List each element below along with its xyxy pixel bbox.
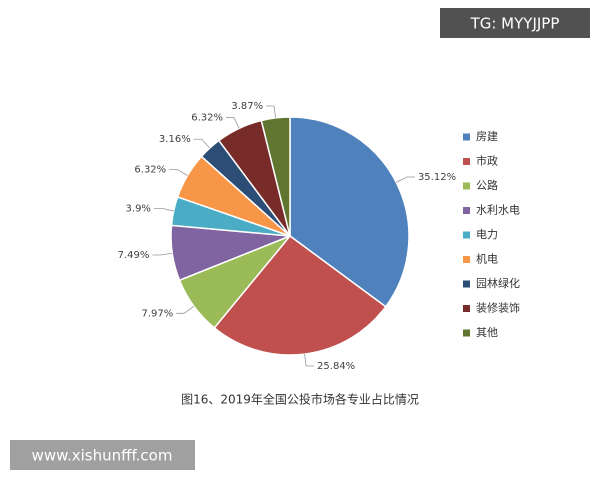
- legend-label: 房建: [476, 129, 498, 143]
- legend-swatch: [463, 231, 470, 239]
- legend-label: 水利水电: [476, 204, 520, 217]
- data-label: 7.49%: [118, 250, 150, 261]
- data-label: 6.32%: [134, 164, 166, 175]
- data-label: 25.84%: [317, 361, 355, 372]
- legend-swatch: [463, 207, 470, 214]
- leader-line: [304, 354, 315, 367]
- pie-slice: [289, 116, 410, 308]
- legend-swatch: [463, 158, 470, 165]
- legend-swatch: [463, 305, 470, 312]
- legend-label: 装修装饰: [476, 301, 520, 315]
- legend-swatch: [463, 329, 470, 337]
- leader-line: [169, 168, 188, 176]
- leader-line: [176, 305, 195, 314]
- leader-line: [266, 105, 276, 118]
- data-label: 3.16%: [159, 134, 191, 145]
- watermark-box: [440, 8, 590, 38]
- watermark-box: [10, 440, 195, 470]
- leader-line: [396, 176, 415, 183]
- data-label: 35.12%: [418, 172, 456, 183]
- data-label: 6.32%: [191, 113, 223, 124]
- legend-swatch: [463, 182, 470, 190]
- legend-label: 公路: [476, 179, 498, 192]
- legend-label: 电力: [476, 228, 498, 241]
- chart-title: 图16、2019年全国公投市场各专业占比情况: [181, 392, 419, 407]
- leader-line: [152, 252, 173, 256]
- legend-swatch: [463, 133, 470, 141]
- legend-label: 市政: [476, 154, 498, 168]
- data-label: 7.97%: [141, 308, 173, 319]
- legend-label: 其他: [476, 326, 498, 339]
- watermark: www.xishunfff.com: [32, 447, 173, 465]
- leader-line: [153, 208, 174, 212]
- watermark: TG: MYYJJPP: [470, 15, 560, 33]
- leader-line: [193, 138, 211, 149]
- data-label: 3.9%: [126, 203, 151, 214]
- legend-label: 园林绿化: [476, 276, 520, 290]
- leader-line: [225, 117, 240, 129]
- pie-slice: [213, 234, 387, 356]
- data-label: 3.87%: [231, 101, 263, 112]
- legend-swatch: [463, 256, 470, 263]
- legend-swatch: [463, 280, 470, 288]
- legend-label: 机电: [476, 252, 498, 266]
